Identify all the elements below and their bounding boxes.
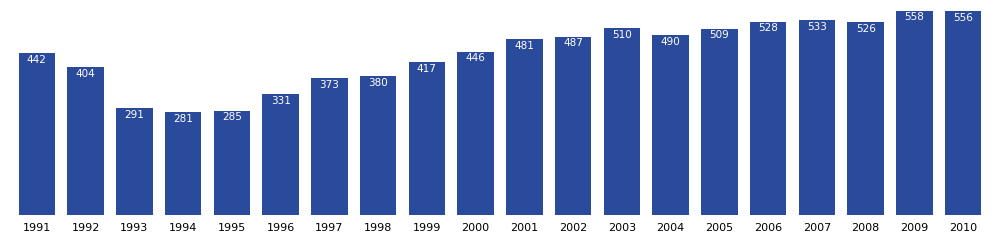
Bar <box>555 36 591 215</box>
Text: 417: 417 <box>417 64 437 74</box>
Text: 556: 556 <box>953 13 973 23</box>
Text: 285: 285 <box>222 112 242 122</box>
Text: 291: 291 <box>124 110 144 120</box>
Bar <box>165 112 201 215</box>
Text: 404: 404 <box>76 69 95 79</box>
Bar <box>67 67 104 215</box>
Bar <box>750 22 786 215</box>
Bar <box>701 28 738 215</box>
Bar <box>506 39 543 215</box>
Bar <box>409 62 445 215</box>
Text: 481: 481 <box>514 40 534 50</box>
Bar <box>652 36 689 215</box>
Bar <box>799 20 835 215</box>
Bar <box>896 10 933 215</box>
Text: 380: 380 <box>368 78 388 88</box>
Text: 526: 526 <box>856 24 876 34</box>
Bar <box>360 76 396 215</box>
Text: 442: 442 <box>27 55 47 65</box>
Bar <box>19 53 55 215</box>
Bar <box>116 108 153 215</box>
Text: 373: 373 <box>319 80 339 90</box>
Text: 331: 331 <box>271 96 291 106</box>
Text: 487: 487 <box>563 38 583 48</box>
Text: 281: 281 <box>173 114 193 124</box>
Text: 446: 446 <box>466 54 486 64</box>
Bar <box>847 22 884 215</box>
Bar <box>262 94 299 215</box>
Bar <box>945 11 981 215</box>
Text: 509: 509 <box>710 30 729 40</box>
Text: 490: 490 <box>661 37 681 47</box>
Bar <box>457 52 494 215</box>
Text: 510: 510 <box>612 30 632 40</box>
Bar <box>311 78 348 215</box>
Text: 533: 533 <box>807 22 827 32</box>
Text: 558: 558 <box>904 12 924 22</box>
Text: 528: 528 <box>758 24 778 34</box>
Bar <box>214 110 250 215</box>
Bar <box>604 28 640 215</box>
